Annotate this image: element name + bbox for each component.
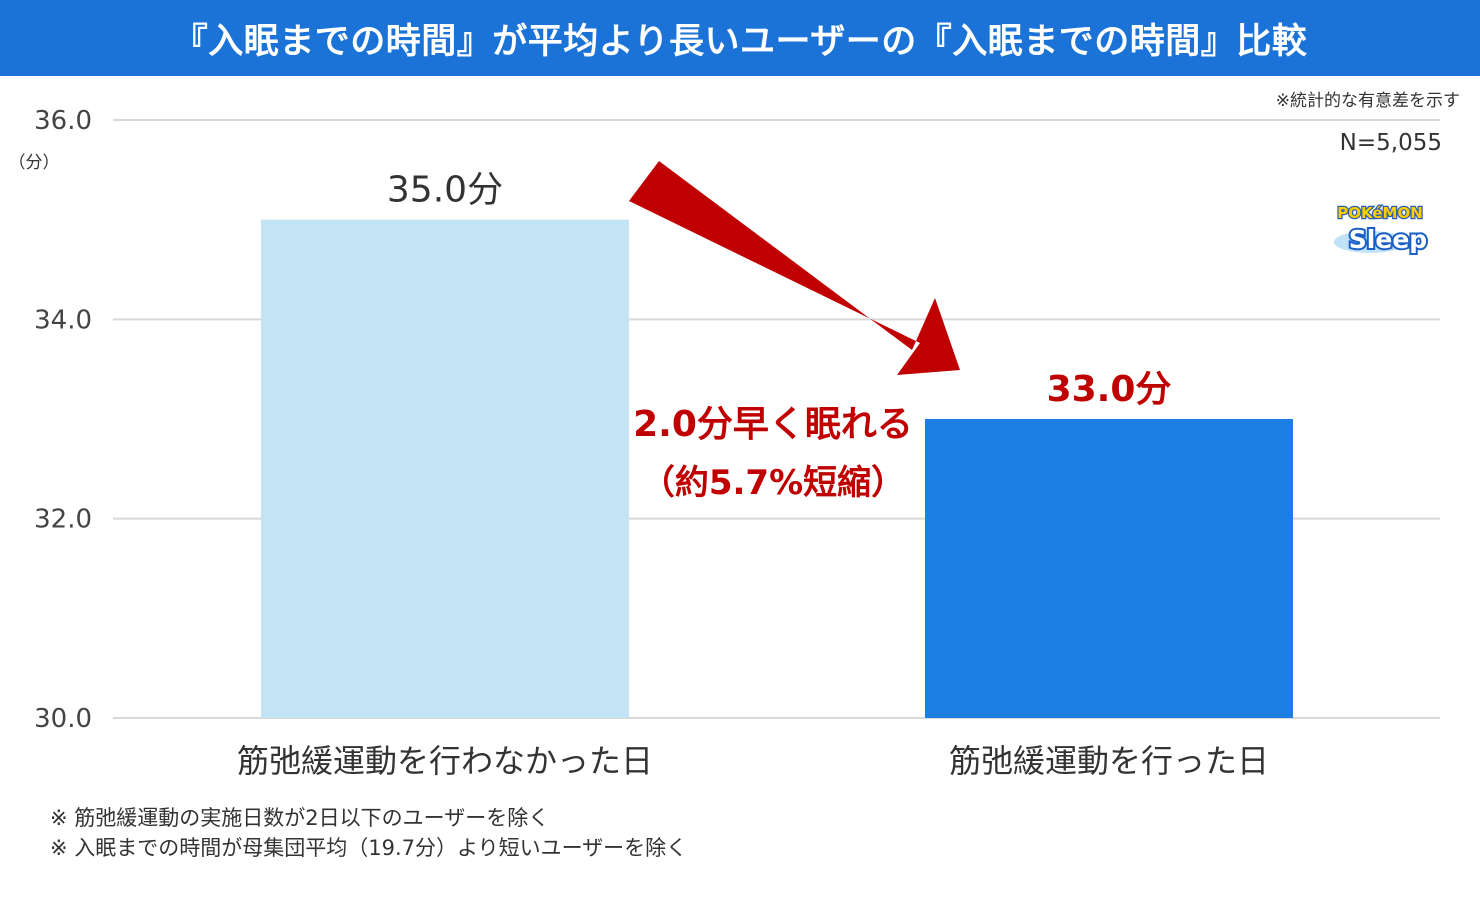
significance-note: ※統計的な有意差を示す bbox=[1275, 91, 1460, 111]
footnote-2: ※ 入眠までの時間が母集団平均（19.7分）より短いユーザーを除く bbox=[50, 836, 688, 860]
bar-value-label: 35.0分 bbox=[387, 170, 503, 211]
pokemon-sleep-logo: POKéMON Sleep bbox=[1334, 203, 1429, 256]
svg-text:POKéMON: POKéMON bbox=[1337, 204, 1423, 222]
sample-size: N=5,055 bbox=[1339, 130, 1442, 156]
x-category-label: 筋弛緩運動を行わなかった日 bbox=[237, 742, 653, 780]
bars bbox=[261, 219, 1293, 718]
chart-title: 『入眠までの時間』が平均より長いユーザーの『入眠までの時間』比較 bbox=[0, 0, 1480, 76]
annotation-percent: （約5.7%短縮） bbox=[641, 463, 905, 503]
y-tick-label: 30.0 bbox=[34, 704, 92, 734]
bar-value-label: 33.0分 bbox=[1047, 369, 1172, 410]
y-tick-label: 32.0 bbox=[34, 505, 92, 535]
y-tick-label: 36.0 bbox=[34, 106, 92, 136]
bar bbox=[261, 219, 629, 718]
bar-chart: （分） 2.0分早く眠れる （約5.7%短縮） 30.0 32.0 34.0 36.0… bbox=[9, 106, 1440, 780]
x-category-label: 筋弛緩運動を行った日 bbox=[949, 742, 1269, 780]
y-axis-unit: （分） bbox=[9, 153, 60, 173]
decrease-arrow-shape bbox=[629, 161, 960, 375]
footnotes: ※ 筋弛緩運動の実施日数が2日以下のユーザーを除く ※ 入眠までの時間が母集団平… bbox=[50, 803, 687, 863]
bar bbox=[925, 419, 1293, 718]
svg-text:Sleep: Sleep bbox=[1349, 225, 1427, 254]
decrease-arrow bbox=[629, 161, 960, 375]
y-tick-label: 34.0 bbox=[34, 305, 92, 335]
annotation-difference: 2.0分早く眠れる bbox=[633, 404, 913, 445]
footnote-1: ※ 筋弛緩運動の実施日数が2日以下のユーザーを除く bbox=[50, 806, 550, 830]
